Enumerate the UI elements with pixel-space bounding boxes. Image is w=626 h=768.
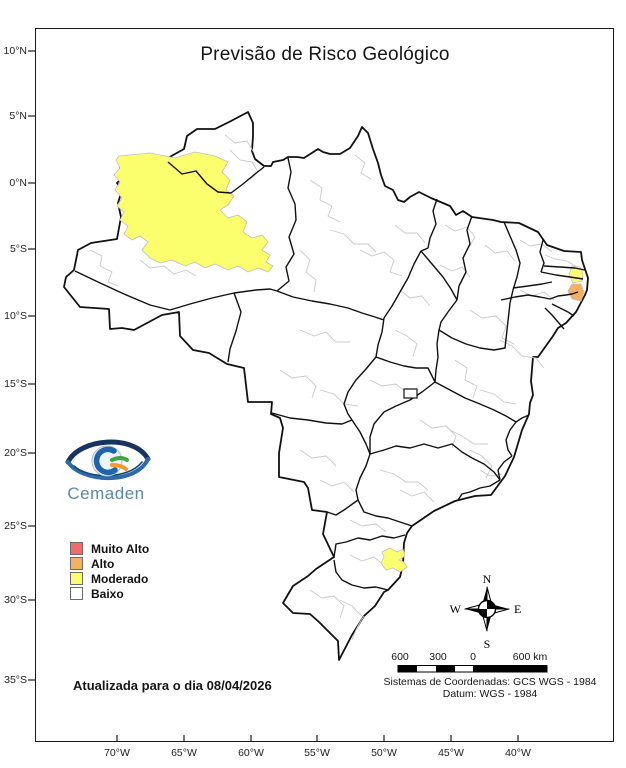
scale-label-600km: 600 km (513, 651, 548, 663)
lon-label: 50°W (371, 747, 397, 759)
legend-item-baixo: Baixo (70, 586, 149, 601)
lon-label: 55°W (304, 747, 330, 759)
lon-label: 45°W (438, 747, 464, 759)
compass-s: S (484, 637, 491, 651)
lat-label: 0°N (9, 177, 27, 189)
risk-legend: Muito Alto Alto Moderado Baixo (70, 541, 149, 601)
compass-w: W (450, 602, 462, 616)
lat-label: 10°S (4, 310, 27, 322)
lat-label: 15°S (4, 378, 27, 390)
datum-text: Datum: WGS - 1984 (442, 688, 538, 700)
state-boundaries (74, 157, 586, 591)
legend-swatch-muito-alto (70, 542, 83, 555)
legend-swatch-alto (70, 557, 83, 570)
legend-item-alto: Alto (70, 556, 149, 571)
scale-label-300: 300 (429, 651, 447, 663)
risk-region-santa-catarina-coast (380, 547, 408, 573)
legend-item-muito-alto: Muito Alto (70, 541, 149, 556)
legend-label: Baixo (91, 586, 124, 601)
lon-label: 70°W (104, 747, 130, 759)
map-frame (35, 28, 614, 742)
lat-label: 35°S (4, 674, 27, 686)
legend-label: Muito Alto (91, 541, 150, 556)
axis-ticks (28, 50, 519, 742)
cemaden-logo-text: Cemaden (67, 484, 145, 503)
legend-swatch-moderado (70, 572, 83, 585)
coordinate-system-text: Sistemas de Coordenadas: GCS WGS - 1984 (383, 676, 597, 688)
lat-label: 30°S (4, 594, 27, 606)
scale-label-600: 600 (391, 651, 409, 663)
lon-label: 40°W (505, 747, 531, 759)
page-title: Previsão de Risco Geológico (200, 44, 450, 65)
update-date-text: Atualizada para o dia 08/04/2026 (73, 678, 272, 693)
lon-label: 60°W (238, 747, 264, 759)
legend-item-moderado: Moderado (70, 571, 149, 586)
lon-label: 65°W (171, 747, 197, 759)
compass-rose: N S E W (450, 572, 522, 651)
legend-label: Moderado (91, 571, 149, 586)
compass-e: E (514, 602, 521, 616)
scale-bar: 600 300 0 600 km (391, 651, 548, 673)
lat-label: 10°N (3, 45, 27, 57)
lat-label: 25°S (4, 520, 27, 532)
lat-label: 20°S (4, 447, 27, 459)
scale-label-0: 0 (470, 651, 476, 663)
legend-swatch-baixo (70, 587, 83, 600)
lat-label: 5°N (9, 110, 27, 122)
compass-n: N (483, 572, 492, 586)
risk-region-northwest-amazonas (113, 151, 274, 273)
legend-label: Alto (91, 556, 115, 571)
cemaden-logo (65, 439, 151, 481)
distrito-federal-marker (403, 388, 418, 399)
lat-label: 5°S (9, 243, 27, 255)
